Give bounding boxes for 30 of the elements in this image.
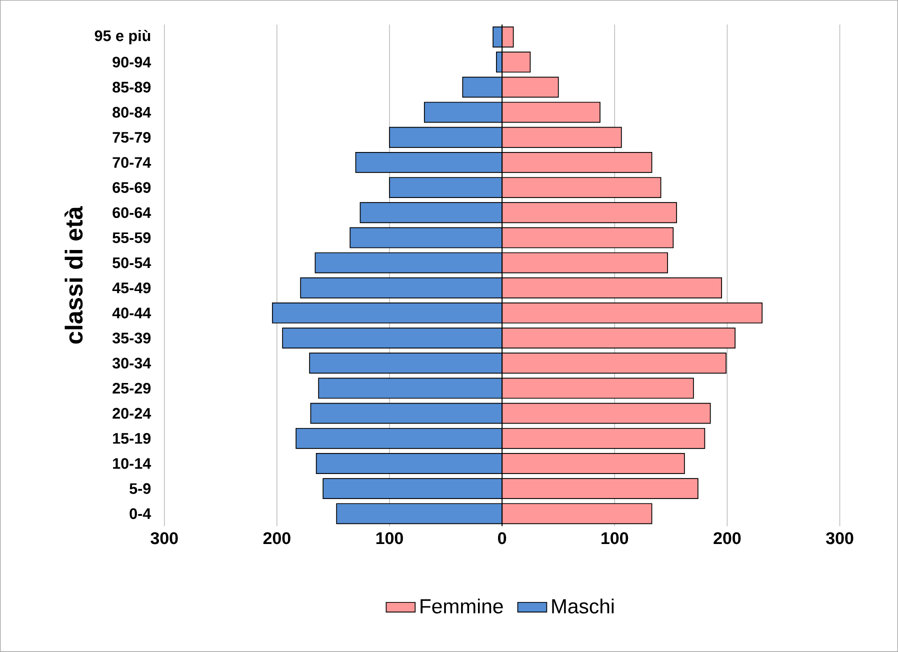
- legend-label: Femmine: [420, 598, 503, 614]
- y-tick-label: 65-69: [112, 182, 151, 193]
- y-axis-title: classi di età: [64, 206, 83, 344]
- y-tick-label: 85-89: [112, 82, 151, 93]
- y-tick-label: 95 e più: [94, 30, 150, 44]
- y-tick-label: 90-94: [112, 56, 152, 68]
- y-tick-label: 10-14: [113, 458, 152, 469]
- x-tick-label: 200: [714, 532, 741, 544]
- x-tick-label: 0: [498, 532, 506, 544]
- y-tick-label: 30-34: [112, 358, 152, 369]
- y-tick-label: 70-74: [112, 157, 152, 168]
- x-tick-label: 100: [376, 532, 403, 544]
- y-tick-label: 40-44: [112, 308, 152, 318]
- y-tick-label: 45-49: [112, 282, 151, 294]
- y-tick-label: 55-59: [112, 232, 151, 244]
- y-tick-label: 75-79: [112, 132, 151, 143]
- y-tick-label: 5-9: [130, 483, 151, 494]
- x-tick-label: 300: [150, 532, 178, 544]
- x-tick-label: 200: [263, 532, 290, 544]
- y-tick-label: 50-54: [112, 257, 152, 268]
- y-tick-label: 60-64: [112, 207, 152, 218]
- y-tick-label: 80-84: [112, 106, 152, 118]
- x-tick-label: 300: [826, 532, 854, 544]
- legend-label: Maschi: [552, 598, 614, 614]
- y-tick-label: 15-19: [113, 433, 151, 444]
- y-tick-label: 25-29: [112, 382, 151, 394]
- y-tick-label: 0-4: [130, 508, 152, 520]
- y-tick-label: 20-24: [112, 408, 152, 419]
- y-tick-label: 35-39: [112, 332, 151, 344]
- x-tick-label: 100: [602, 532, 628, 544]
